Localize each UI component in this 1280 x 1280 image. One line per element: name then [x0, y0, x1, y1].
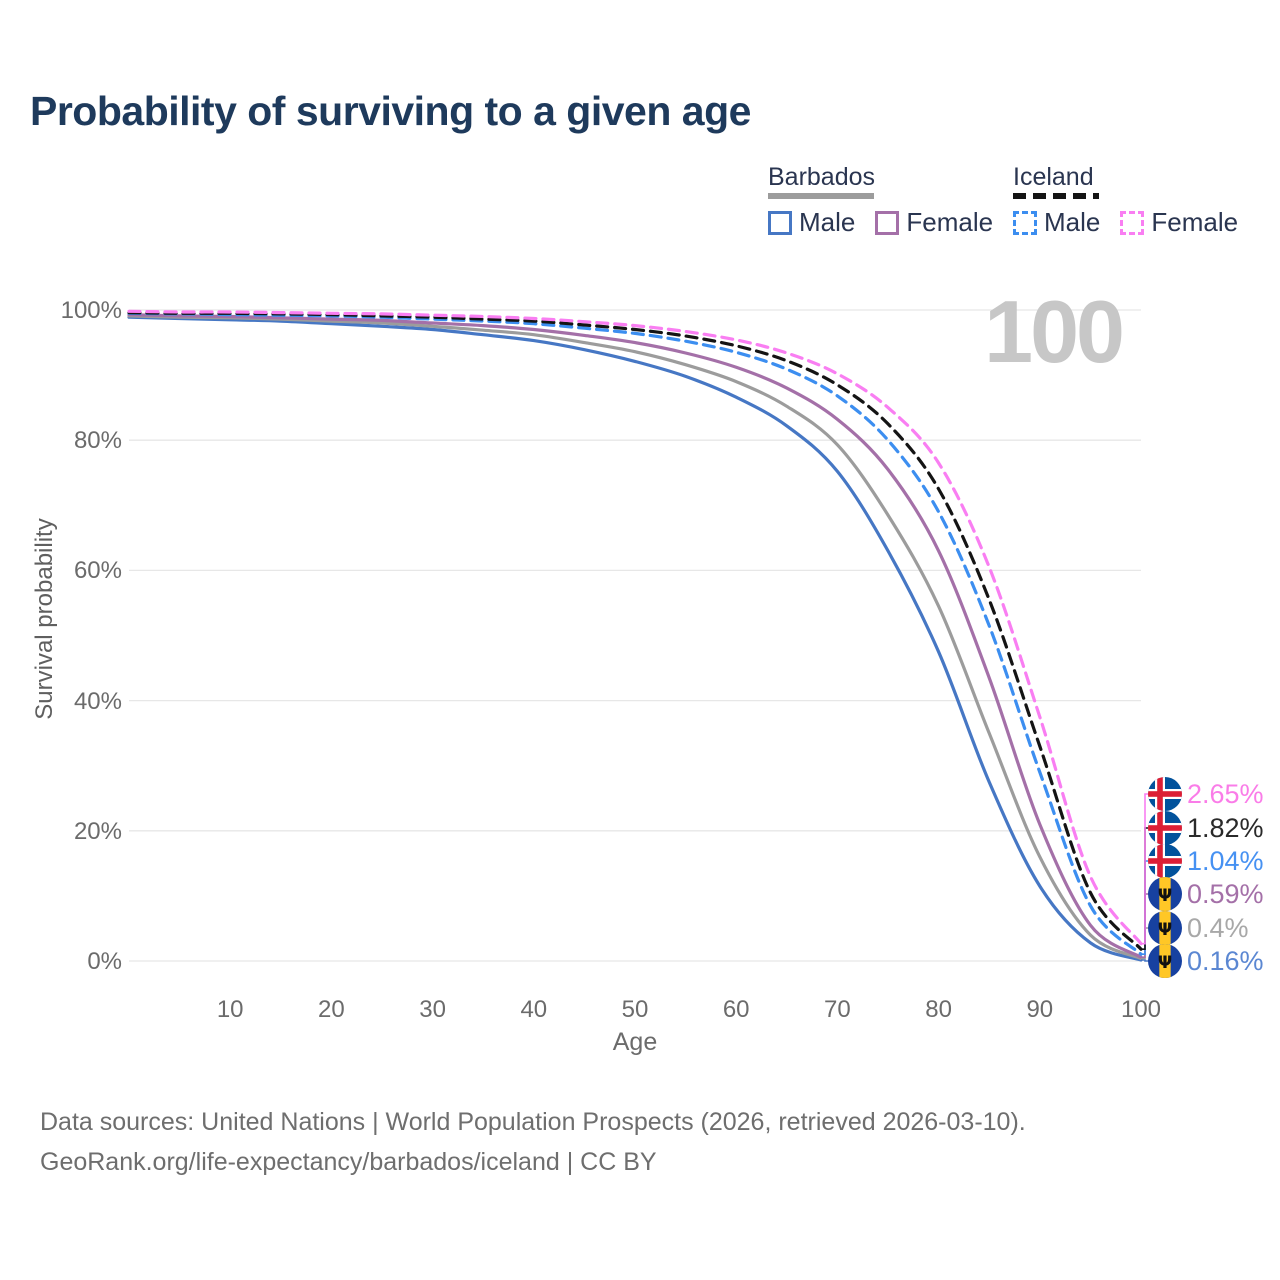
end-label-row-iceland-male: 1.04%	[1148, 844, 1264, 878]
legend-swatch-barbados-male[interactable]	[768, 210, 792, 235]
series-line-iceland-all	[127, 311, 1143, 951]
legend-group-barbados: Barbados Male Female	[768, 164, 993, 238]
footer-attribution: GeoRank.org/life-expectancy/barbados/ice…	[40, 1148, 657, 1176]
legend-label-iceland-female[interactable]: Female	[1151, 207, 1239, 237]
iceland-flag-icon	[1148, 844, 1182, 878]
x-tick-label: 60	[722, 996, 750, 1023]
y-tick-label: 20%	[73, 817, 122, 845]
legend-group-iceland-title: Iceland	[1013, 163, 1094, 191]
x-tick-label: 80	[925, 996, 952, 1023]
y-tick-label: 40%	[73, 687, 122, 715]
end-label-value-barbados-all: 0.4%	[1187, 912, 1249, 943]
y-tick-label: 80%	[73, 427, 122, 455]
svg-text:Ψ: Ψ	[1158, 920, 1172, 940]
svg-text:Ψ: Ψ	[1158, 953, 1172, 973]
x-tick-label: 100	[1120, 996, 1162, 1023]
legend-swatch-iceland-female[interactable]	[1120, 210, 1145, 235]
barbados-flag-icon: Ψ	[1148, 911, 1182, 945]
iceland-line-style-swatch	[1013, 193, 1099, 199]
series-line-barbados-male	[127, 315, 1143, 962]
age-watermark: 100	[984, 282, 1125, 381]
end-label-connector-barbados-male	[1141, 959, 1150, 962]
y-tick-label: 100%	[60, 297, 122, 324]
end-label-connector-iceland-female	[1141, 793, 1150, 945]
end-label-row-barbados-female: Ψ 0.59%	[1148, 877, 1264, 911]
end-label-value-iceland-all: 1.82%	[1187, 812, 1264, 843]
legend-swatch-iceland-male[interactable]	[1013, 210, 1037, 235]
x-tick-label: 30	[419, 996, 446, 1023]
x-tick-label: 20	[318, 996, 345, 1023]
barbados-flag-icon: Ψ	[1148, 877, 1182, 911]
legend-group-iceland: Iceland Male Female	[1013, 164, 1238, 238]
footer-data-sources: Data sources: United Nations | World Pop…	[40, 1108, 1026, 1136]
end-label-row-iceland-all: 1.82%	[1148, 811, 1264, 845]
legend-label-iceland-male[interactable]: Male	[1044, 207, 1101, 237]
barbados-line-style-swatch	[768, 193, 874, 199]
end-label-row-barbados-male: Ψ 0.16%	[1148, 944, 1264, 978]
y-tick-label: 0%	[87, 948, 122, 975]
end-label-row-barbados-all: Ψ 0.4%	[1148, 911, 1249, 945]
end-label-value-barbados-male: 0.16%	[1187, 945, 1264, 976]
barbados-flag-icon: Ψ	[1148, 944, 1182, 978]
legend-label-barbados-female[interactable]: Female	[906, 207, 994, 237]
series-line-iceland-male	[127, 311, 1143, 956]
end-label-row-iceland-female: 2.65%	[1148, 777, 1264, 811]
end-label-value-iceland-female: 2.65%	[1187, 778, 1264, 809]
x-tick-label: 70	[824, 996, 851, 1023]
x-tick-label: 40	[520, 996, 548, 1023]
y-tick-label: 60%	[73, 557, 122, 585]
x-tick-label: 10	[216, 996, 244, 1023]
svg-text:Ψ: Ψ	[1158, 886, 1172, 906]
end-label-value-barbados-female: 0.59%	[1187, 878, 1264, 909]
series-line-iceland-female	[127, 309, 1143, 946]
legend-label-barbados-male[interactable]: Male	[799, 207, 856, 237]
legend-swatch-barbados-female[interactable]	[875, 210, 900, 235]
iceland-flag-icon	[1148, 777, 1182, 811]
legend-group-barbados-title: Barbados	[768, 163, 876, 191]
x-tick-label: 90	[1026, 996, 1054, 1023]
page-title: Probability of surviving to a given age	[30, 88, 751, 134]
end-label-value-iceland-male: 1.04%	[1187, 845, 1264, 876]
x-axis-title: Age	[612, 1028, 658, 1056]
iceland-flag-icon	[1148, 811, 1182, 845]
series-line-barbados-all	[127, 314, 1143, 960]
x-tick-label: 50	[621, 996, 649, 1023]
series-line-barbados-female	[127, 313, 1143, 959]
